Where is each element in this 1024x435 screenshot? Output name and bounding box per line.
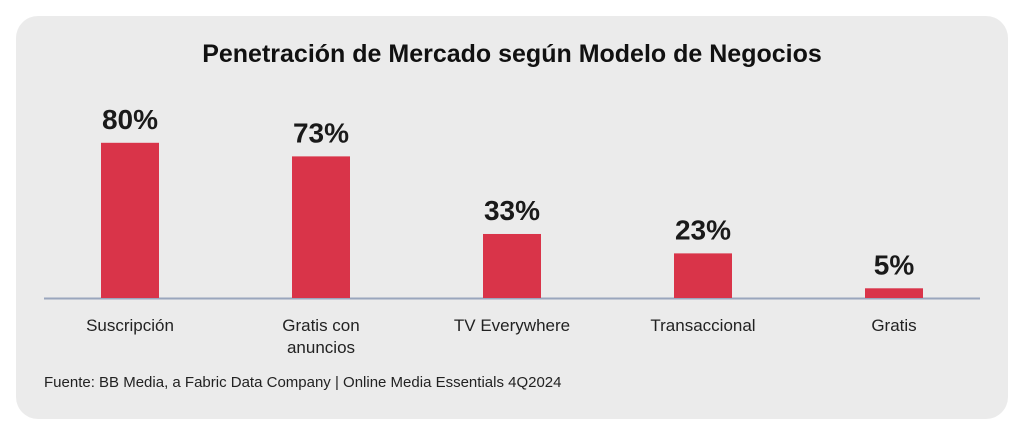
- category-label: Gratis con anuncios: [282, 316, 359, 357]
- bar-value-label: 80%: [102, 104, 158, 135]
- bar-value-label: 33%: [484, 195, 540, 226]
- bar-value-label: 23%: [675, 214, 731, 245]
- category-label: Transaccional: [650, 316, 755, 335]
- bar: [483, 233, 541, 298]
- bar-value-label: 5%: [874, 249, 915, 280]
- bar: [101, 142, 159, 298]
- category-label: Gratis: [871, 316, 916, 335]
- bar: [292, 156, 350, 298]
- bar-value-label: 73%: [293, 117, 349, 148]
- bar: [674, 253, 732, 298]
- source-footnote: Fuente: BB Media, a Fabric Data Company …: [44, 374, 562, 391]
- category-label: Suscripción: [86, 316, 174, 335]
- chart-card: [16, 16, 1008, 419]
- bar: [865, 288, 923, 298]
- chart-title: Penetración de Mercado según Modelo de N…: [202, 40, 822, 68]
- category-label: TV Everywhere: [454, 316, 570, 335]
